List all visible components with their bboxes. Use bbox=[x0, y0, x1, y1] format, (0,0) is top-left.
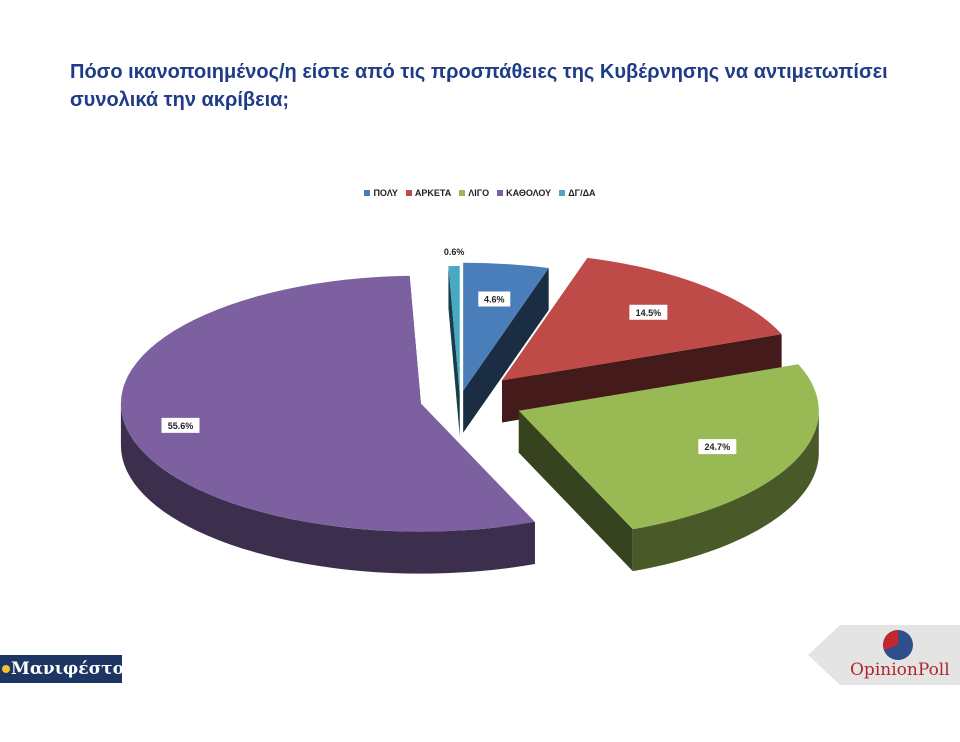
data-label-box bbox=[161, 417, 200, 433]
data-label-box bbox=[478, 291, 511, 307]
pie-slice-rim bbox=[632, 410, 819, 572]
data-label: 0.6% bbox=[444, 247, 465, 257]
chart-title: Πόσο ικανοποιημένος/η είστε από τις προσ… bbox=[70, 61, 888, 111]
legend-swatch bbox=[559, 190, 566, 196]
legend-label: ΑΡΚΕΤΑ bbox=[414, 188, 452, 198]
opinionpoll-badge-shape bbox=[808, 625, 960, 685]
data-label-text: 24.7% bbox=[705, 442, 731, 452]
opinionpoll-logo-wedge bbox=[883, 630, 898, 650]
opinionpoll-badge bbox=[808, 625, 960, 685]
data-label: 14.5% bbox=[629, 304, 668, 320]
legend-label: ΚΑΘΟΛΟΥ bbox=[506, 188, 552, 198]
pie-slice-rim bbox=[120, 403, 535, 574]
legend-item: ΔΓ/ΔΑ bbox=[559, 188, 596, 198]
pie-labels: 4.6% 14.5% 24.7% 55.6% 0.6% bbox=[161, 247, 737, 455]
pie-slice bbox=[120, 275, 535, 532]
pie-slice bbox=[448, 266, 460, 395]
pie-slice bbox=[518, 364, 819, 530]
legend-swatch bbox=[364, 190, 371, 196]
legend-label: ΠΟΛΥ bbox=[373, 188, 398, 198]
manifesto-logo: Μανιφέστο bbox=[0, 655, 122, 683]
legend-swatch bbox=[497, 190, 504, 196]
legend-item: ΚΑΘΟΛΟΥ bbox=[497, 188, 551, 198]
data-label: 24.7% bbox=[698, 439, 737, 455]
pie-slice-wall bbox=[518, 410, 633, 572]
data-label: 4.6% bbox=[478, 291, 511, 307]
legend-swatch bbox=[459, 190, 466, 196]
pie-slice-wall bbox=[463, 268, 549, 433]
manifesto-logo-mark bbox=[2, 665, 10, 673]
data-label-text: 14.5% bbox=[636, 308, 662, 318]
legend-label: ΔΓ/ΔΑ bbox=[568, 188, 596, 198]
legend-item: ΑΡΚΕΤΑ bbox=[405, 188, 452, 198]
pie-slice-wall bbox=[448, 266, 460, 437]
data-label: 55.6% bbox=[161, 417, 200, 433]
manifesto-logo-text: Μανιφέστο bbox=[11, 659, 122, 679]
legend-item: ΠΟΛΥ bbox=[364, 188, 398, 198]
opinionpoll-logo-text: OpinionPoll bbox=[850, 660, 950, 680]
data-label-text: 0.6% bbox=[444, 247, 465, 257]
pie-slice-wall bbox=[502, 334, 782, 423]
data-label-text: 4.6% bbox=[484, 295, 505, 305]
data-label-box bbox=[698, 439, 737, 455]
data-label-box bbox=[629, 304, 668, 320]
legend-label: ΛΙΓΟ bbox=[468, 188, 490, 198]
data-label-text: 55.6% bbox=[168, 421, 194, 431]
legend-swatch bbox=[405, 190, 412, 196]
pie-tops bbox=[120, 257, 819, 532]
legend-item: ΛΙΓΟ bbox=[459, 188, 489, 198]
chart-legend: ΠΟΛΥ ΑΡΚΕΤΑ ΛΙΓΟ ΚΑΘΟΛΟΥ ΔΓ/ΔΑ bbox=[0, 188, 960, 198]
